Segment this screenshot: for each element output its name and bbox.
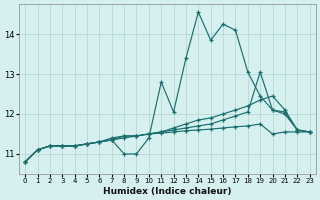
X-axis label: Humidex (Indice chaleur): Humidex (Indice chaleur) xyxy=(103,187,232,196)
